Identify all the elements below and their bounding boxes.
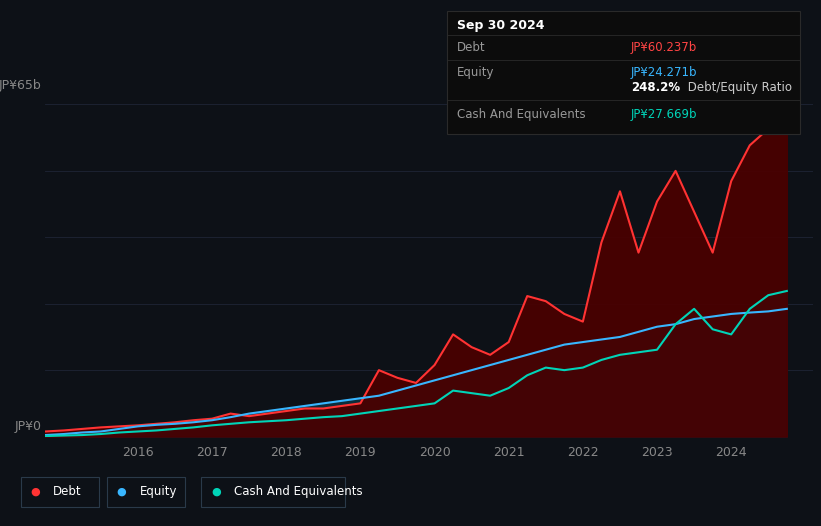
Text: Cash And Equivalents: Cash And Equivalents (234, 485, 363, 498)
Text: ●: ● (30, 487, 40, 497)
Text: Cash And Equivalents: Cash And Equivalents (457, 108, 586, 121)
Text: Sep 30 2024: Sep 30 2024 (457, 19, 545, 32)
Text: JP¥65b: JP¥65b (0, 79, 41, 92)
Text: ●: ● (211, 487, 221, 497)
Text: Debt/Equity Ratio: Debt/Equity Ratio (685, 80, 792, 94)
Text: JP¥0: JP¥0 (14, 420, 41, 433)
Text: Equity: Equity (140, 485, 177, 498)
Text: Debt: Debt (457, 41, 486, 54)
Text: JP¥24.271b: JP¥24.271b (631, 66, 698, 79)
Text: Debt: Debt (53, 485, 82, 498)
Text: JP¥27.669b: JP¥27.669b (631, 108, 698, 121)
Text: Equity: Equity (457, 66, 495, 79)
Text: 248.2%: 248.2% (631, 80, 680, 94)
Text: JP¥60.237b: JP¥60.237b (631, 41, 697, 54)
Text: ●: ● (117, 487, 126, 497)
